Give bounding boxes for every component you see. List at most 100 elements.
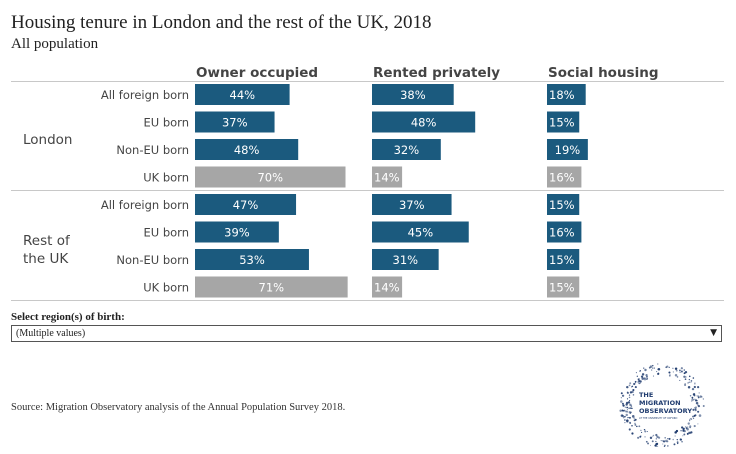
logo-dot: [693, 414, 696, 417]
logo-dot: [624, 421, 626, 424]
logo-dot: [641, 377, 645, 380]
data-label: 18%: [549, 88, 575, 102]
logo-dot: [695, 401, 699, 405]
logo-dot: [657, 363, 659, 365]
logo-dot: [653, 367, 655, 369]
logo-dot: [643, 377, 646, 380]
logo-dot: [632, 388, 635, 392]
logo-dot: [688, 381, 691, 384]
logo-dot: [631, 424, 633, 427]
chart-subtitle: All population: [11, 36, 99, 52]
logo-dot: [684, 378, 687, 380]
data-bar: [372, 249, 439, 270]
data-label: 37%: [399, 198, 425, 212]
logo-dot: [620, 397, 622, 399]
logo-dot: [689, 425, 692, 428]
logo-dot: [655, 433, 658, 437]
logo-dot: [640, 375, 644, 378]
logo-dot: [628, 394, 631, 396]
data-bar: [195, 221, 279, 243]
logo-dot: [645, 378, 648, 381]
row-category-label: UK born: [143, 281, 189, 295]
data-bar: [372, 276, 403, 298]
logo-dot: [697, 396, 700, 399]
data-bar: [195, 276, 348, 298]
logo-dot: [651, 364, 654, 367]
region-select-value: (Multiple values): [16, 328, 86, 339]
logo-dot: [637, 377, 640, 381]
data-bar: [547, 111, 580, 133]
logo-dot: [665, 366, 668, 369]
logo-dot: [638, 382, 640, 384]
region-of-birth-select[interactable]: (Multiple values) ▼: [11, 325, 722, 342]
logo-dot: [634, 382, 636, 384]
logo-dot: [625, 413, 628, 417]
data-label: 45%: [408, 226, 434, 240]
logo-dot: [626, 398, 629, 400]
logo-dot: [676, 441, 679, 444]
logo-dot: [672, 371, 674, 373]
data-label: 39%: [224, 226, 250, 240]
logo-dot: [644, 430, 647, 433]
logo-dot: [692, 415, 694, 418]
tenure-bar-chart: Owner occupied Rented privately Social hou…: [11, 65, 724, 301]
logo-dot: [668, 371, 671, 374]
logo-text-the: THE: [639, 391, 653, 399]
logo-dot: [694, 383, 696, 385]
region-filter-label: Select region(s) of birth:: [11, 311, 125, 323]
logo-dot: [696, 395, 698, 397]
logo-dot: [641, 373, 645, 376]
migration-observatory-logo: THE MIGRATION OBSERVATORY AT THE UNIVERS…: [619, 363, 705, 447]
data-bar: [547, 166, 582, 188]
data-label: 53%: [239, 253, 265, 267]
logo-dot: [674, 367, 678, 371]
logo-dot: [634, 423, 637, 426]
logo-dot: [622, 404, 625, 407]
logo-dot: [692, 408, 695, 411]
logo-dot: [631, 386, 633, 388]
logo-dot: [651, 440, 654, 443]
logo-dot: [697, 410, 700, 413]
logo-dot: [655, 445, 658, 447]
logo-dot: [689, 419, 691, 422]
logo-dot: [675, 429, 679, 433]
row-category-label: EU born: [144, 226, 190, 240]
logo-dot: [629, 403, 632, 407]
logo-dot: [668, 374, 671, 377]
logo-dot: [675, 369, 678, 372]
group-label: Rest of: [23, 233, 71, 249]
logo-dot: [656, 435, 659, 439]
logo-dot: [697, 405, 701, 408]
logo-dot: [692, 377, 695, 379]
logo-dot: [696, 400, 698, 402]
logo-dot: [687, 386, 691, 389]
logo-dot: [697, 395, 699, 397]
data-bar: [372, 139, 441, 160]
data-bar: [195, 111, 275, 133]
logo-dot: [688, 375, 691, 378]
logo-dot: [651, 369, 653, 371]
logo-dot: [620, 392, 623, 395]
data-bar: [372, 166, 403, 188]
data-label: 48%: [411, 116, 437, 130]
logo-dot: [680, 429, 682, 432]
logo-dot: [664, 439, 668, 443]
logo-dot: [655, 438, 658, 440]
logo-dot: [699, 395, 702, 398]
logo-dot: [690, 431, 693, 434]
logo-dot: [674, 373, 678, 377]
data-label: 38%: [400, 88, 426, 102]
logo-dot: [625, 401, 629, 404]
logo-dot: [633, 382, 636, 386]
logo-dot: [663, 445, 666, 447]
logo-dot: [628, 428, 631, 431]
logo-dot: [636, 375, 638, 377]
dropdown-arrow-icon[interactable]: ▼: [710, 328, 717, 338]
column-header: Owner occupied: [196, 65, 318, 81]
row-category-label: Non-EU born: [116, 253, 189, 267]
logo-dot: [694, 409, 697, 412]
logo-dot: [655, 440, 657, 443]
logo-text-migration: MIGRATION: [639, 399, 681, 407]
group-label: the UK: [23, 251, 69, 267]
logo-dot: [693, 399, 695, 401]
